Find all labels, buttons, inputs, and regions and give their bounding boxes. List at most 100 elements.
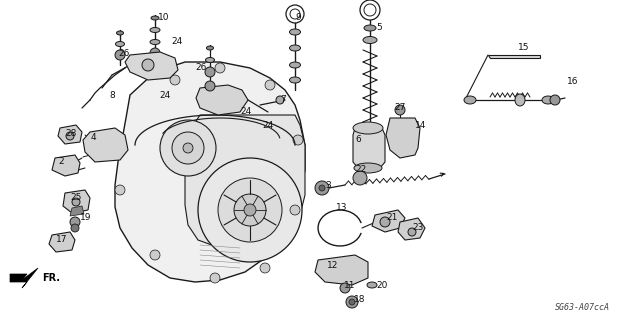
Text: 24: 24	[262, 121, 273, 130]
Text: 6: 6	[355, 136, 361, 145]
Text: 26: 26	[118, 49, 129, 58]
Ellipse shape	[363, 36, 377, 43]
Polygon shape	[70, 206, 84, 216]
Polygon shape	[63, 190, 90, 213]
Polygon shape	[488, 55, 540, 58]
Ellipse shape	[150, 27, 160, 33]
Polygon shape	[83, 128, 128, 162]
Text: 23: 23	[412, 224, 424, 233]
Ellipse shape	[353, 122, 383, 134]
Text: 19: 19	[80, 213, 92, 222]
Ellipse shape	[150, 40, 160, 44]
Text: 7: 7	[280, 95, 285, 105]
Circle shape	[290, 205, 300, 215]
Text: 10: 10	[158, 13, 170, 23]
Circle shape	[244, 204, 256, 216]
Text: 24: 24	[159, 91, 170, 100]
Text: 21: 21	[386, 213, 397, 222]
Text: 18: 18	[354, 295, 365, 305]
Circle shape	[215, 63, 225, 73]
Text: 24: 24	[240, 108, 252, 116]
Circle shape	[364, 4, 376, 16]
Circle shape	[71, 224, 79, 232]
Circle shape	[349, 299, 355, 305]
Text: 3: 3	[325, 181, 331, 189]
Polygon shape	[372, 210, 405, 232]
Circle shape	[360, 0, 380, 20]
Circle shape	[160, 120, 216, 176]
Circle shape	[172, 132, 204, 164]
Polygon shape	[196, 85, 248, 115]
Ellipse shape	[289, 62, 301, 68]
Circle shape	[260, 263, 270, 273]
Ellipse shape	[207, 46, 214, 50]
Circle shape	[218, 178, 282, 242]
Text: 25: 25	[70, 194, 81, 203]
Ellipse shape	[367, 282, 377, 288]
Polygon shape	[386, 118, 420, 158]
Ellipse shape	[151, 16, 159, 20]
Circle shape	[234, 194, 266, 226]
Circle shape	[150, 250, 160, 260]
Circle shape	[142, 59, 154, 71]
Polygon shape	[10, 268, 38, 288]
Polygon shape	[52, 155, 80, 176]
Circle shape	[353, 171, 367, 185]
Text: 13: 13	[336, 204, 348, 212]
Circle shape	[115, 185, 125, 195]
Text: 5: 5	[376, 24, 381, 33]
Polygon shape	[315, 255, 368, 285]
Circle shape	[183, 143, 193, 153]
Text: 12: 12	[327, 261, 339, 270]
Ellipse shape	[289, 77, 301, 83]
Ellipse shape	[289, 45, 301, 51]
Ellipse shape	[289, 29, 301, 35]
Text: SG63-A07ccA: SG63-A07ccA	[555, 303, 610, 313]
Ellipse shape	[542, 96, 554, 104]
Circle shape	[408, 228, 416, 236]
Ellipse shape	[354, 163, 382, 173]
Circle shape	[210, 273, 220, 283]
Circle shape	[115, 50, 125, 60]
Circle shape	[290, 9, 300, 19]
Text: 11: 11	[344, 280, 355, 290]
Text: 2: 2	[58, 158, 63, 167]
Circle shape	[380, 217, 390, 227]
Circle shape	[286, 5, 304, 23]
Polygon shape	[49, 232, 75, 252]
Text: 22: 22	[355, 166, 366, 174]
Text: 26: 26	[195, 63, 206, 72]
Circle shape	[276, 96, 284, 104]
Circle shape	[315, 181, 329, 195]
Text: 16: 16	[567, 78, 579, 86]
Polygon shape	[185, 115, 305, 248]
Circle shape	[265, 80, 275, 90]
Circle shape	[66, 132, 74, 140]
Circle shape	[293, 135, 303, 145]
Text: 15: 15	[518, 43, 529, 53]
Circle shape	[395, 105, 405, 115]
Circle shape	[340, 283, 350, 293]
Text: 17: 17	[56, 235, 67, 244]
Circle shape	[205, 81, 215, 91]
Ellipse shape	[205, 57, 214, 63]
Text: FR.: FR.	[42, 273, 60, 283]
Text: 27: 27	[394, 103, 405, 113]
Text: 8: 8	[109, 91, 115, 100]
Polygon shape	[398, 218, 425, 240]
Text: 14: 14	[415, 121, 426, 130]
Text: 28: 28	[65, 129, 76, 137]
Circle shape	[319, 185, 325, 191]
Polygon shape	[58, 125, 82, 144]
Text: 9: 9	[295, 13, 301, 23]
Circle shape	[346, 296, 358, 308]
Polygon shape	[115, 62, 305, 282]
Text: 24: 24	[171, 38, 182, 47]
Circle shape	[550, 95, 560, 105]
Ellipse shape	[116, 31, 124, 35]
Text: 20: 20	[376, 280, 387, 290]
Text: 4: 4	[91, 133, 97, 143]
Polygon shape	[125, 52, 178, 80]
Circle shape	[72, 198, 80, 206]
Circle shape	[205, 67, 215, 77]
